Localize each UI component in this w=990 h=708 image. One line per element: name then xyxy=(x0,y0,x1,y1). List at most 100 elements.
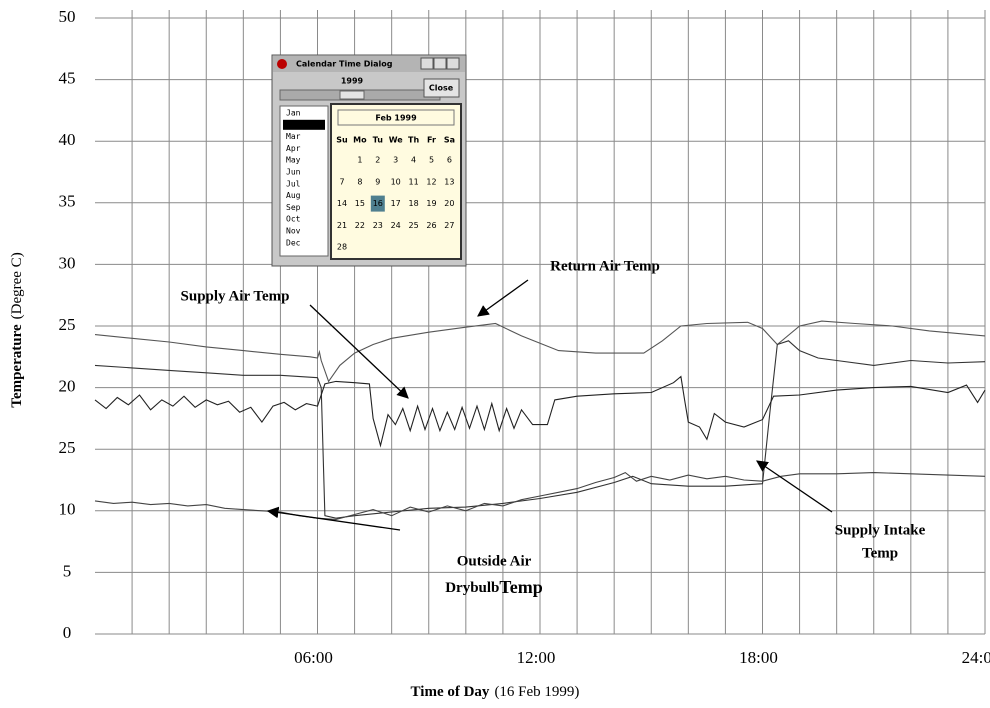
y-tick-label: 25 xyxy=(59,438,76,457)
calendar-panel xyxy=(330,103,462,260)
annotation: Supply Intake xyxy=(835,522,926,538)
day-label: 9 xyxy=(375,177,380,186)
day-label: 22 xyxy=(355,221,365,230)
month-list[interactable] xyxy=(279,105,329,257)
day-label: 6 xyxy=(447,156,452,165)
x-tick-label: 18:00 xyxy=(739,648,778,667)
day-label: 21 xyxy=(337,221,347,230)
weekday-label: We xyxy=(389,136,404,145)
day-label: 20 xyxy=(444,199,454,208)
month-item: Feb xyxy=(286,120,301,129)
arrow xyxy=(266,506,401,531)
day-label: 4 xyxy=(411,156,416,165)
month-item: Nov xyxy=(286,227,301,236)
day-label: 23 xyxy=(373,221,383,230)
annotations: Return Air Temp Supply Air Temp Outside … xyxy=(181,258,926,597)
day-label: 3 xyxy=(393,156,398,165)
month-item: Jul xyxy=(286,179,301,188)
month-item: Aug xyxy=(286,191,301,200)
month-item: Sep xyxy=(286,203,301,212)
day-label: 14 xyxy=(337,199,347,208)
day-label: 11 xyxy=(409,177,419,186)
month-item: Jun xyxy=(286,168,301,177)
y-tick-label: 30 xyxy=(59,253,76,272)
series-line xyxy=(94,471,986,520)
day-label: 25 xyxy=(409,221,419,230)
calendar-dialog: Calendar Time Dialog 1999 Close Feb 1999… xyxy=(271,54,467,267)
y-tick-label: 0 xyxy=(63,623,72,642)
close-x-button[interactable] xyxy=(446,57,460,70)
x-tick-label: 24:00 xyxy=(962,648,990,667)
calendar-grid: Jan Feb Mar Apr May Jun Jul Aug Sep Oct Nov Dec Su Mo… xyxy=(283,109,455,252)
day-label: 26 xyxy=(426,221,436,230)
day-selected xyxy=(370,195,385,212)
x-tick-label: 06:00 xyxy=(294,648,333,667)
y-tick-label: 5 xyxy=(63,561,72,580)
annotation-part: Drybulb xyxy=(445,580,499,596)
annotation: Supply Air Temp xyxy=(181,288,290,304)
series-line xyxy=(94,340,986,519)
series-line xyxy=(94,320,986,383)
day-label: 15 xyxy=(355,199,365,208)
x-label-bold: Time of Day xyxy=(411,684,490,700)
y-tick-label: 35 xyxy=(59,192,76,211)
series-line xyxy=(94,375,986,448)
year-label: 1999 xyxy=(341,77,364,86)
y-tick-label: 40 xyxy=(59,130,76,149)
dialog-title: Calendar Time Dialog xyxy=(296,60,393,69)
slider-thumb[interactable] xyxy=(339,90,365,100)
weekday-label: Mo xyxy=(353,136,367,145)
arrow xyxy=(756,460,833,513)
y-tick-label: 50 xyxy=(59,7,76,26)
day-label: 8 xyxy=(357,177,362,186)
grid xyxy=(95,10,986,635)
month-item: Jan xyxy=(286,109,301,118)
annotation-part: Temp xyxy=(499,577,542,597)
month-item: Mar xyxy=(286,132,301,141)
close-button[interactable] xyxy=(423,78,460,98)
dialog-icon xyxy=(277,59,287,69)
month-item: Dec xyxy=(286,238,301,247)
weekday-label: Su xyxy=(336,136,348,145)
annotation: Temp xyxy=(862,545,898,561)
y-tick-label: 20 xyxy=(59,377,76,396)
month-header xyxy=(337,109,455,126)
day-label: 18 xyxy=(409,199,419,208)
annotation: Outside Air xyxy=(457,553,532,569)
plot-lines xyxy=(94,320,986,520)
y-tick-label: 10 xyxy=(59,500,76,519)
day-label: 5 xyxy=(429,156,434,165)
month-selected xyxy=(283,119,325,130)
weekday-label: Tu xyxy=(373,136,384,145)
arrow xyxy=(477,279,529,317)
day-label: 27 xyxy=(444,221,454,230)
month-item: Oct xyxy=(286,215,301,224)
y-axis-label: Temperature (Degree C) xyxy=(9,252,25,407)
day-label: 1 xyxy=(357,156,362,165)
weekday-label: Fr xyxy=(427,136,436,145)
close-label: Close xyxy=(429,84,454,93)
day-label: 28 xyxy=(337,243,347,252)
y-label-rest: (Degree C) xyxy=(9,252,25,319)
day-label: 12 xyxy=(426,177,436,186)
dialog-titlebar xyxy=(273,56,465,72)
x-axis-label: Time of Day (16 Feb 1999) xyxy=(411,684,580,700)
x-label-rest: (16 Feb 1999) xyxy=(494,684,579,700)
y-label-bold: Temperature xyxy=(9,324,25,408)
minimize-button[interactable] xyxy=(420,57,434,70)
day-label: 17 xyxy=(391,199,401,208)
weekday-label: Sa xyxy=(444,136,455,145)
day-label: 13 xyxy=(444,177,454,186)
day-label: 16 xyxy=(373,199,383,208)
month-item: May xyxy=(286,156,301,165)
month-item: Apr xyxy=(286,144,301,153)
y-tick-label: 25 xyxy=(59,315,76,334)
arrow xyxy=(309,304,409,399)
maximize-button[interactable] xyxy=(433,57,447,70)
weekday-label: Th xyxy=(408,136,419,145)
day-label: 2 xyxy=(375,156,380,165)
x-tick-label: 12:00 xyxy=(517,648,556,667)
annotation: DrybulbTemp xyxy=(445,577,543,597)
month-header-label: Feb 1999 xyxy=(375,114,417,123)
